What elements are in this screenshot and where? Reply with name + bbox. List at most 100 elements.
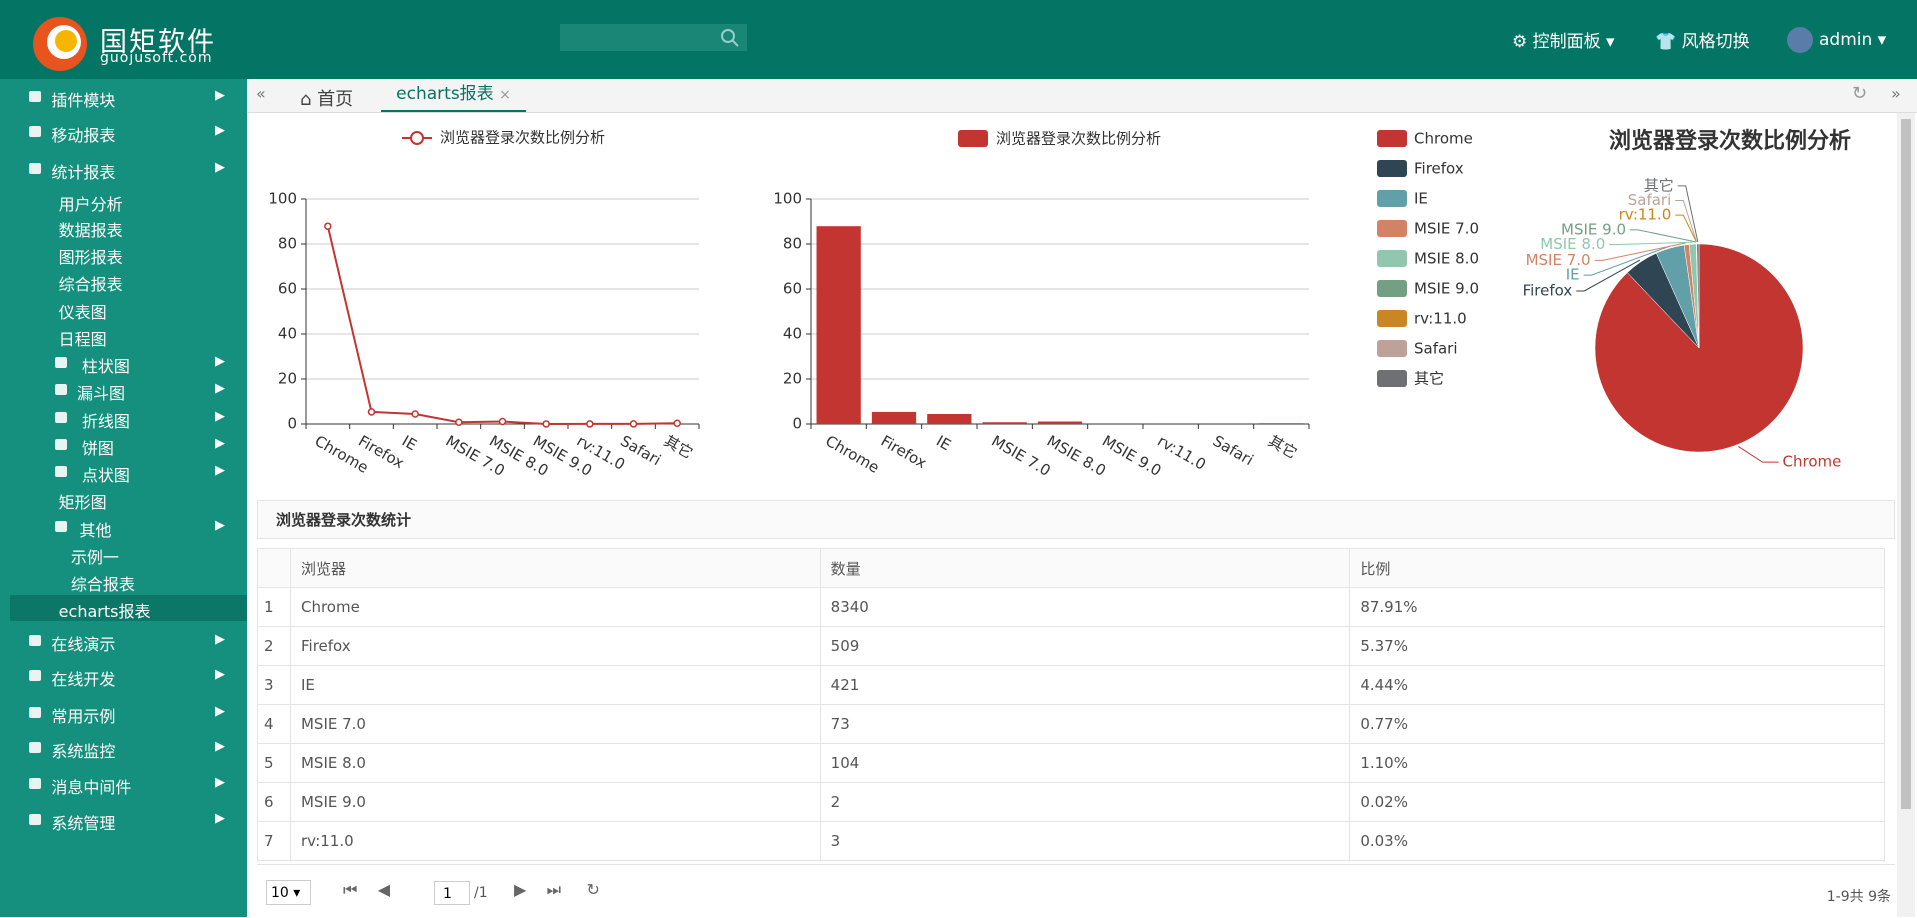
scrollbar[interactable]: [1897, 113, 1915, 917]
table-cell: MSIE 9.0: [290, 783, 820, 822]
bar: [1038, 422, 1082, 424]
sidebar-item[interactable]: 点状图: [82, 462, 130, 486]
sidebar-item[interactable]: 其他: [79, 517, 111, 541]
sidebar-item[interactable]: 日程图: [59, 326, 107, 350]
sidebar-item[interactable]: 折线图: [82, 408, 130, 432]
chart-title: 浏览器登录次数比例分析: [1609, 128, 1851, 154]
pager-icons[interactable]: ⏮ ◀: [343, 880, 390, 900]
sidebar-item[interactable]: 仪表图: [59, 299, 107, 323]
sidebar-item[interactable]: 饼图: [82, 435, 114, 459]
header-cell: 比例: [1350, 549, 1885, 588]
sidebar-item[interactable]: 统计报表: [51, 159, 115, 183]
table-cell: MSIE 8.0: [290, 744, 820, 783]
point: [587, 421, 593, 427]
sidebar-item[interactable]: 柱状图: [82, 353, 130, 377]
legend-label: rv:11.0: [1414, 310, 1467, 328]
point: [325, 223, 331, 229]
table-cell: 87.91%: [1350, 588, 1885, 627]
table-cell: 2: [258, 627, 291, 666]
sidebar-arrow: ▶: [215, 739, 225, 754]
line: [328, 226, 677, 424]
sidebar-icon: [55, 521, 67, 532]
sidebar-icon: [29, 126, 41, 137]
page-input[interactable]: 1: [434, 881, 470, 905]
x-tick-label: MSIE 7.0: [988, 432, 1053, 480]
legend-swatch: [1377, 160, 1407, 177]
header-cell: 浏览器: [290, 549, 820, 588]
y-tick-label: 80: [278, 235, 297, 253]
header-cell: [258, 549, 291, 588]
page-size[interactable]: 10 ▾: [266, 880, 311, 905]
sidebar-item[interactable]: 移动报表: [51, 122, 115, 146]
legend-swatch: [1377, 280, 1407, 297]
sidebar-item[interactable]: 示例一: [71, 544, 119, 568]
sidebar-item[interactable]: 矩形图: [59, 489, 107, 513]
y-tick-label: 80: [783, 235, 802, 253]
sidebar-item[interactable]: 数据报表: [59, 217, 123, 241]
sidebar-item[interactable]: 综合报表: [59, 271, 123, 295]
table-cell: 0.02%: [1350, 783, 1885, 822]
sidebar-item[interactable]: 图形报表: [59, 244, 123, 268]
nav-item[interactable]: admin ▾: [1815, 27, 1886, 53]
sidebar-item[interactable]: 在线演示: [51, 631, 115, 655]
sidebar-item[interactable]: 插件模块: [51, 87, 115, 111]
legend-label: 浏览器登录次数比例分析: [440, 129, 605, 147]
sidebar-icon: [55, 439, 67, 450]
pager-bar: [257, 864, 1895, 918]
sidebar-arrow: ▶: [215, 632, 225, 647]
bar: [927, 414, 971, 424]
pie-label: MSIE 7.0: [1526, 251, 1591, 269]
x-tick-label: IE: [933, 432, 954, 455]
sidebar-item[interactable]: 常用示例: [51, 703, 115, 727]
nav-label[interactable]: 风格切换: [1682, 32, 1750, 52]
sidebar-item[interactable]: 系统管理: [51, 810, 115, 834]
sidebar-item[interactable]: 在线开发: [51, 666, 115, 690]
y-tick-label: 60: [278, 280, 297, 298]
sidebar-icon: [29, 635, 41, 646]
sidebar-item[interactable]: 用户分析: [59, 191, 123, 215]
sidebar-item[interactable]: 综合报表: [71, 571, 135, 595]
table-cell: 4.44%: [1350, 666, 1885, 705]
nav-label[interactable]: admin: [1819, 30, 1872, 50]
header-cell: 数量: [820, 549, 1350, 588]
legend-label: Firefox: [1414, 160, 1464, 178]
nav-item[interactable]: ⚙ 控制面板 ▾: [1512, 27, 1615, 52]
legend-swatch: [1377, 340, 1407, 357]
table-cell: 8340: [820, 588, 1350, 627]
pager-icons[interactable]: ▶ ⏭ ↻: [514, 880, 600, 900]
x-tick-label: MSIE 8.0: [1044, 432, 1109, 480]
panel-header: [257, 500, 1895, 539]
pager-summary: 1-9共 9条: [1827, 886, 1891, 906]
sidebar-icon: [29, 814, 41, 825]
point: [631, 421, 637, 427]
sidebar-item[interactable]: 漏斗图: [77, 380, 125, 404]
table-cell: 1: [258, 588, 291, 627]
avatar[interactable]: [1787, 27, 1813, 53]
x-tick-label: Safari: [1210, 432, 1257, 469]
nav-label[interactable]: 控制面板: [1533, 32, 1601, 52]
sidebar-arrow: ▶: [215, 463, 225, 478]
page-size-value[interactable]: 10: [271, 885, 289, 901]
pie-label: MSIE 9.0: [1561, 220, 1626, 238]
table-cell: Firefox: [290, 627, 820, 666]
sidebar-item[interactable]: 系统监控: [51, 738, 115, 762]
legend-label: Chrome: [1414, 130, 1473, 148]
sidebar-item[interactable]: echarts报表: [59, 598, 151, 622]
pie-leader: [1630, 230, 1696, 242]
table-cell: Chrome: [290, 588, 820, 627]
legend-label: 浏览器登录次数比例分析: [996, 130, 1161, 148]
table-cell: 73: [820, 705, 1350, 744]
table-row[interactable]: 8Safari30.03%: [258, 861, 1885, 863]
nav-item[interactable]: 👕 风格切换: [1655, 27, 1750, 52]
sidebar-icon: [29, 778, 41, 789]
sidebar-item[interactable]: 消息中间件: [51, 774, 131, 798]
